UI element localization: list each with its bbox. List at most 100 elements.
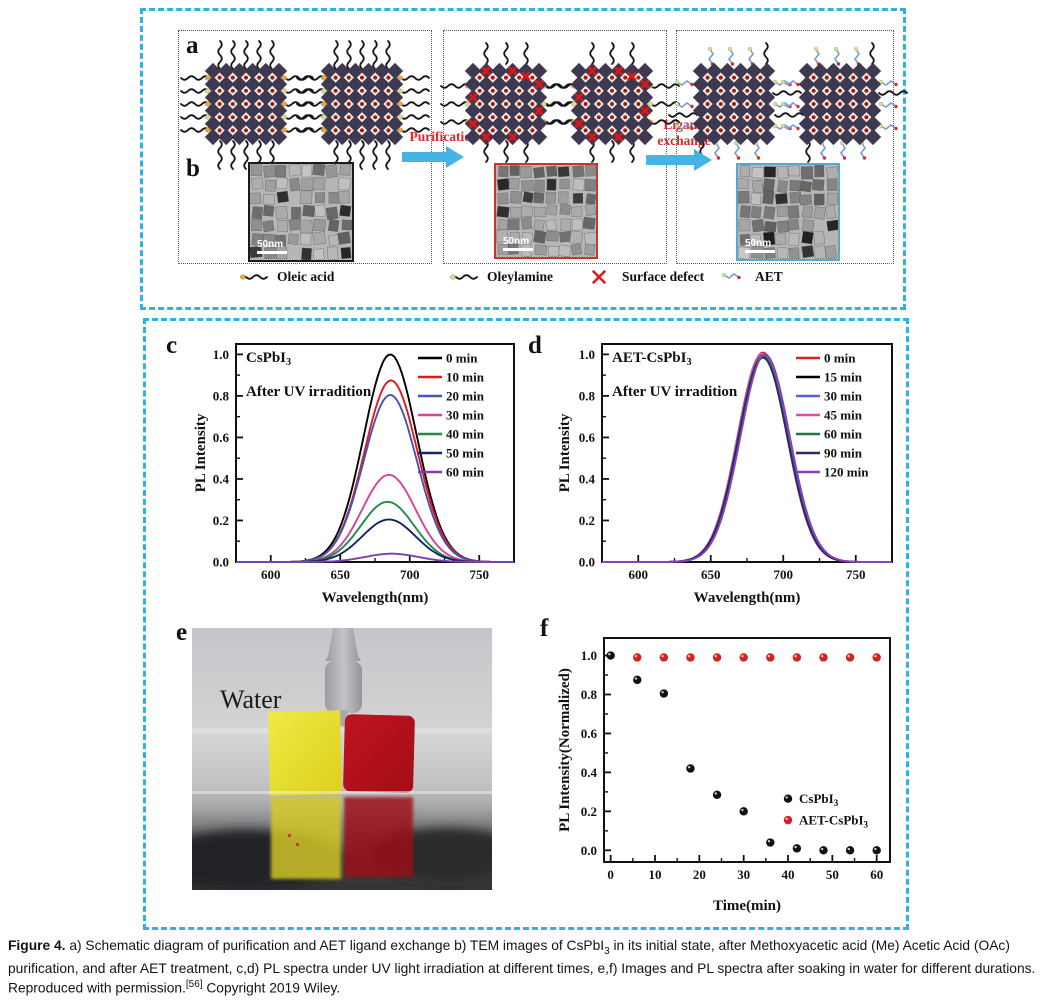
data-point	[845, 653, 855, 662]
svg-text:600: 600	[261, 567, 281, 582]
legend-label: 60 min	[824, 427, 863, 442]
tem-scale-label: 50nm	[257, 239, 283, 250]
legend-label: 0 min	[446, 351, 478, 366]
legend-label: 20 min	[446, 389, 485, 404]
legend-label: 0 min	[824, 351, 856, 366]
clamp-tip	[325, 628, 361, 661]
data-point	[819, 653, 828, 662]
water-soak-photo: Water	[192, 628, 492, 890]
purification-arrow-label: Purification	[409, 129, 479, 144]
svg-text:0.4: 0.4	[581, 765, 598, 780]
schematic-legend-item: AET	[716, 268, 783, 286]
reflection-speckle	[288, 834, 291, 837]
svg-text:0.6: 0.6	[579, 430, 596, 445]
svg-text:CsPbI3: CsPbI3	[246, 350, 291, 368]
legend-label: 10 min	[446, 370, 485, 385]
panel-label-a: a	[186, 32, 199, 59]
svg-text:0.8: 0.8	[579, 388, 596, 403]
aet-molecule-icon	[721, 272, 741, 280]
svg-text:AET-CsPbI3: AET-CsPbI3	[612, 350, 692, 368]
panel-label-e: e	[176, 619, 188, 646]
data-point	[872, 653, 881, 662]
caption-segment: [56]	[185, 978, 203, 990]
schematic-legend-label: Oleic acid	[277, 269, 335, 284]
legend-label: 90 min	[824, 446, 863, 461]
legend-label: 50 min	[446, 446, 485, 461]
water-annotation: Water	[220, 685, 282, 714]
svg-text:750: 750	[846, 567, 866, 582]
tem-image-aet: 50nm	[736, 163, 840, 261]
data-point	[659, 689, 669, 698]
pl-curve-40-min	[236, 500, 514, 563]
tem-image-initial: 50nm	[248, 162, 354, 262]
svg-text:10: 10	[648, 867, 661, 882]
waterline	[192, 791, 492, 794]
svg-text:20: 20	[693, 867, 706, 882]
clamp-rod	[339, 710, 348, 726]
svg-text:0.4: 0.4	[213, 471, 230, 486]
panel-label-d: d	[528, 332, 542, 359]
svg-text:0.4: 0.4	[579, 471, 596, 486]
schematic-legend-label: Oleylamine	[487, 269, 553, 284]
svg-text:30: 30	[737, 867, 750, 882]
schematic-legend-label: Surface defect	[622, 269, 705, 284]
legend-label: 120 min	[824, 465, 869, 480]
data-point	[766, 838, 775, 847]
svg-text:0.0: 0.0	[213, 555, 229, 570]
svg-text:650: 650	[701, 567, 721, 582]
chart-annotation: After UV irradition	[246, 384, 372, 400]
oleylamine-ligand-icon	[449, 274, 478, 280]
data-point	[633, 653, 642, 662]
data-point	[739, 807, 748, 816]
svg-text:1.0: 1.0	[579, 347, 595, 362]
caption-segment: in its initial state, after Methoxyaceti…	[8, 938, 1036, 996]
svg-text:0: 0	[607, 867, 614, 882]
svg-text:700: 700	[774, 567, 794, 582]
pl-curve-60-min	[236, 552, 514, 563]
pl-spectra-chart-cspbi3: 600 650 700 750 0.0 0.2 0.4 0.6 0.8 1.0 Wavelength…	[193, 343, 515, 606]
data-point	[633, 675, 642, 685]
svg-text:0.8: 0.8	[213, 388, 230, 403]
svg-text:0.2: 0.2	[213, 513, 229, 528]
schematic-legend-item: Oleylamine	[448, 268, 553, 286]
caption-segment: 3	[604, 945, 610, 957]
y-axis-label: PL Intensity	[557, 413, 573, 492]
reflection-speckle-2	[296, 843, 299, 846]
yellow-film	[268, 710, 342, 796]
schematic-stage-aet-box	[676, 30, 894, 264]
panel-cdef-frame	[143, 318, 909, 930]
data-point	[606, 651, 615, 660]
svg-text:0.2: 0.2	[581, 804, 597, 819]
data-point	[845, 846, 855, 855]
x-axis-label: Wavelength(nm)	[322, 590, 429, 606]
y-axis-label: PL Intensity(Normalized)	[557, 668, 573, 832]
svg-text:0.8: 0.8	[581, 687, 598, 702]
svg-text:750: 750	[470, 567, 490, 582]
panel-label-f: f	[540, 615, 549, 642]
legend-label: 60 min	[446, 465, 485, 480]
tem-scale-label: 50nm	[503, 236, 529, 247]
svg-text:1.0: 1.0	[581, 648, 597, 663]
x-axis-label: Wavelength(nm)	[694, 590, 801, 606]
legend-label: CsPbI3	[799, 791, 839, 808]
tem-image-purified: 50nm	[494, 163, 598, 259]
caption-segment: Copyright 2019 Wiley.	[202, 980, 341, 996]
caption-segment: Figure 4.	[8, 938, 66, 953]
svg-text:650: 650	[331, 567, 351, 582]
legend-label: AET-CsPbI3	[799, 813, 869, 830]
data-point	[712, 790, 722, 799]
data-point	[792, 653, 802, 662]
schematic-legend-item: Oleic acid	[238, 268, 334, 286]
panel-ab-frame	[140, 8, 906, 310]
ligand-exchange-arrow-label: Ligand exchange	[657, 117, 711, 148]
data-point	[712, 653, 722, 662]
svg-text:700: 700	[400, 567, 420, 582]
surface-defect-icon	[592, 270, 606, 284]
legend-swatch	[783, 815, 793, 825]
data-point	[739, 653, 748, 662]
pl-spectra-chart-aet-cspbi3: 600 650 700 750 0.0 0.2 0.4 0.6 0.8 1.0 Wavelength…	[557, 343, 893, 606]
x-axis-label: Time(min)	[713, 898, 781, 914]
red-film	[343, 714, 415, 793]
data-point	[792, 844, 802, 853]
